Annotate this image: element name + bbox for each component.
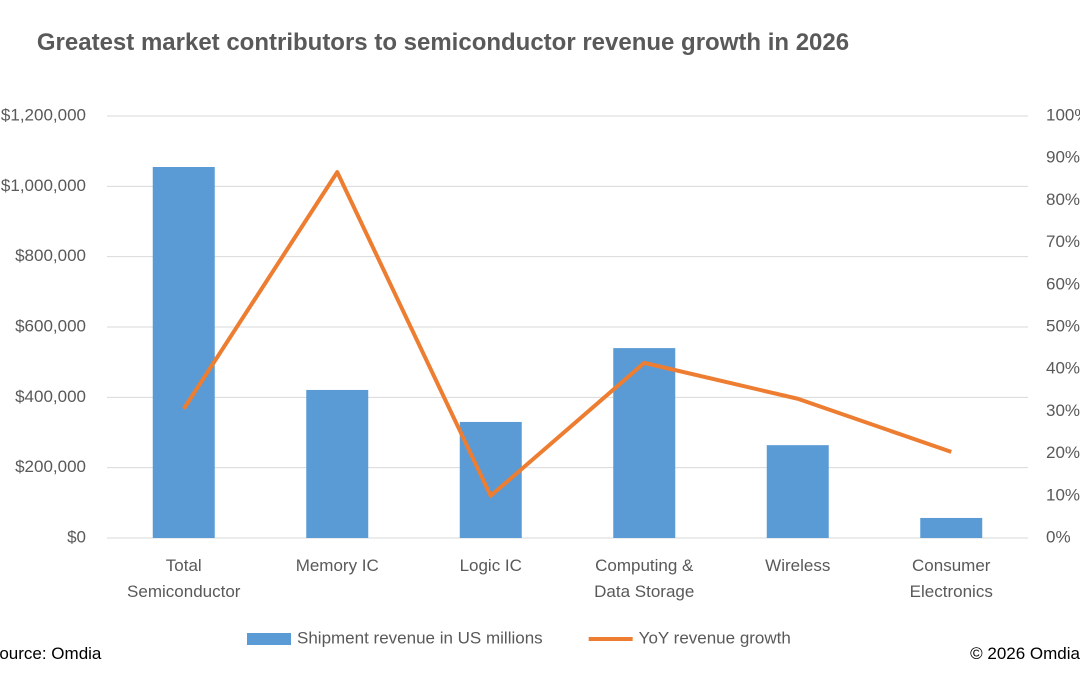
y-tick-label: $0 <box>67 527 86 546</box>
y2-tick-label: 20% <box>1046 443 1080 462</box>
legend-label: Shipment revenue in US millions <box>297 628 543 647</box>
y-tick-label: $800,000 <box>15 246 86 265</box>
y-tick-label: $400,000 <box>15 387 86 406</box>
copyright-note: © 2026 Omdia <box>970 644 1080 663</box>
y2-tick-label: 90% <box>1046 148 1080 167</box>
x-tick-label: Consumer Electronics <box>909 556 993 601</box>
x-tick-label: Wireless <box>765 556 831 575</box>
y-tick-label: $600,000 <box>15 316 86 335</box>
bar <box>766 445 829 538</box>
legend-label: YoY revenue growth <box>639 628 791 647</box>
bar <box>459 421 522 538</box>
bar <box>306 389 369 538</box>
y2-tick-label: 80% <box>1046 190 1080 209</box>
x-tick-label: Computing & Data Storage <box>594 556 695 601</box>
y2-tick-label: 40% <box>1046 359 1080 378</box>
y-tick-label: $1,000,000 <box>1 176 86 195</box>
y2-tick-label: 70% <box>1046 232 1080 251</box>
bar <box>152 166 215 538</box>
line <box>182 170 952 498</box>
bar <box>613 348 676 538</box>
chart-title: Greatest market contributors to semicond… <box>36 29 850 56</box>
y-tick-label: $1,200,000 <box>1 105 86 124</box>
y2-tick-label: 0% <box>1046 527 1071 546</box>
x-tick-label: Logic IC <box>459 556 522 575</box>
y2-tick-label: 10% <box>1046 485 1080 504</box>
x-tick-label: Total Semiconductor <box>127 556 241 601</box>
source-note: Source: Omdia <box>0 644 102 663</box>
legend-swatch <box>247 633 291 645</box>
y2-tick-label: 30% <box>1046 401 1080 420</box>
y2-tick-label: 60% <box>1046 274 1080 293</box>
y2-tick-label: 50% <box>1046 316 1080 335</box>
bar <box>920 517 983 538</box>
y-tick-label: $200,000 <box>15 457 86 476</box>
x-tick-label: Memory IC <box>295 556 379 575</box>
y2-tick-label: 100% <box>1046 105 1080 124</box>
